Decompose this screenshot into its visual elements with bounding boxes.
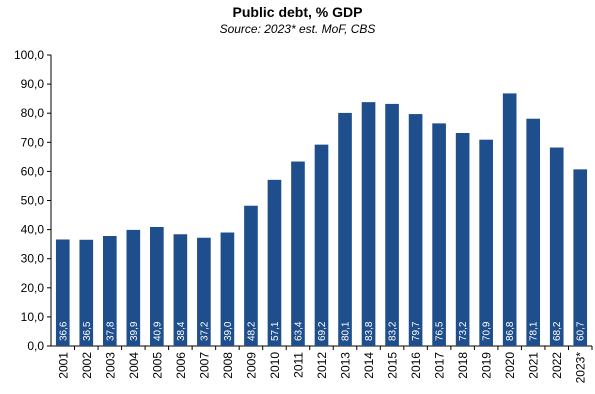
bar-data-label: 83,8 xyxy=(364,321,375,341)
bar-data-label: 37,8 xyxy=(105,321,116,341)
bar-data-label: 36,6 xyxy=(58,321,69,341)
x-tick-label: 2004 xyxy=(127,352,141,379)
bar-data-label: 36,5 xyxy=(82,321,93,341)
bar xyxy=(79,239,94,346)
bar-data-label: 86,8 xyxy=(505,321,516,341)
x-tick-label: 2017 xyxy=(433,352,447,379)
x-tick-label: 2022 xyxy=(550,352,564,379)
bar xyxy=(55,239,70,346)
bar xyxy=(455,132,470,346)
bar-data-label: 83,2 xyxy=(388,321,399,341)
bar-data-label: 68,2 xyxy=(552,321,563,341)
x-tick-label: 2016 xyxy=(409,352,423,379)
bar xyxy=(385,103,399,346)
y-tick-label: 70,0 xyxy=(21,135,45,149)
bar xyxy=(314,144,329,346)
y-tick-label: 20,0 xyxy=(21,281,45,295)
bar xyxy=(338,112,352,346)
y-tick-label: 30,0 xyxy=(21,252,45,266)
bar xyxy=(173,234,188,346)
bar xyxy=(479,139,493,346)
y-tick-label: 0,0 xyxy=(27,339,44,353)
bar xyxy=(408,114,423,346)
bar-data-label: 60,7 xyxy=(576,321,587,341)
bar xyxy=(573,169,588,346)
x-tick-label: 2023* xyxy=(574,352,588,384)
bar xyxy=(361,102,376,346)
bar xyxy=(197,237,211,346)
bar-data-label: 69,2 xyxy=(317,321,328,341)
x-tick-label: 2006 xyxy=(174,352,188,379)
x-tick-label: 2013 xyxy=(339,352,353,379)
bar xyxy=(244,205,258,346)
bar xyxy=(150,226,164,346)
x-tick-label: 2012 xyxy=(315,352,329,379)
x-tick-label: 2020 xyxy=(503,352,517,379)
bar-data-label: 39,0 xyxy=(223,321,234,341)
x-tick-label: 2011 xyxy=(291,352,305,378)
bar-data-label: 40,9 xyxy=(152,321,163,341)
bar-data-label: 37,2 xyxy=(199,321,210,341)
y-tick-label: 10,0 xyxy=(21,310,45,324)
y-tick-label: 60,0 xyxy=(21,164,45,178)
x-tick-label: 2018 xyxy=(456,352,470,379)
x-tick-label: 2015 xyxy=(386,352,400,379)
x-tick-label: 2021 xyxy=(527,352,541,379)
bar-data-label: 70,9 xyxy=(482,321,493,341)
bar xyxy=(102,236,117,346)
bar xyxy=(126,229,141,346)
bar xyxy=(432,123,446,346)
bar xyxy=(526,118,541,346)
x-tick-label: 2014 xyxy=(362,352,376,379)
bar-data-label: 79,7 xyxy=(411,321,422,341)
x-tick-label: 2002 xyxy=(80,352,94,379)
bar xyxy=(549,147,564,346)
bar-data-label: 73,2 xyxy=(458,321,469,341)
bar-data-label: 39,9 xyxy=(129,321,140,341)
bar-data-label: 63,4 xyxy=(293,321,304,341)
chart-subtitle: Source: 2023* est. MoF, CBS xyxy=(219,22,376,36)
x-tick-label: 2003 xyxy=(103,352,117,379)
x-tick-label: 2005 xyxy=(150,352,164,379)
bar-data-label: 78,1 xyxy=(529,321,540,341)
bar-data-label: 76,5 xyxy=(435,321,446,341)
y-tick-label: 50,0 xyxy=(21,194,45,208)
x-tick-label: 2009 xyxy=(244,352,258,379)
x-tick-label: 2007 xyxy=(197,352,211,379)
bar-data-label: 48,2 xyxy=(246,321,257,341)
bar-data-label: 80,1 xyxy=(341,321,352,341)
x-tick-label: 2010 xyxy=(268,352,282,379)
x-tick-label: 2019 xyxy=(480,352,494,379)
y-tick-label: 90,0 xyxy=(21,77,45,91)
y-tick-label: 40,0 xyxy=(21,223,45,237)
bar xyxy=(267,179,282,346)
y-tick-label: 100,0 xyxy=(14,48,44,62)
y-tick-label: 80,0 xyxy=(21,106,45,120)
chart-title: Public debt, % GDP xyxy=(232,4,363,20)
bar xyxy=(502,93,517,346)
bar xyxy=(220,232,235,346)
x-tick-label: 2008 xyxy=(221,352,235,379)
bar-data-label: 57,1 xyxy=(270,321,281,341)
bar-data-label: 38,4 xyxy=(176,321,187,341)
x-tick-label: 2001 xyxy=(56,352,70,379)
bar xyxy=(291,161,305,346)
